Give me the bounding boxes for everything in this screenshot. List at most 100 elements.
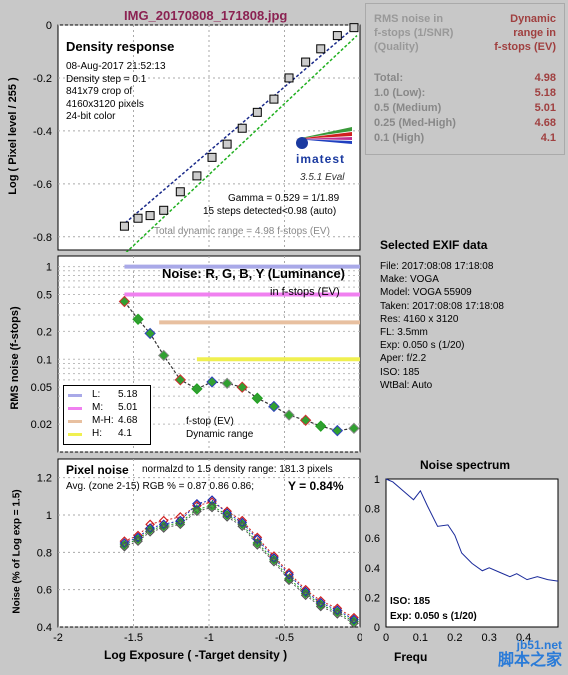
y-tick-label: 0.2 (365, 592, 380, 604)
pixel-point (158, 519, 169, 530)
legend-value: 5.01 (118, 402, 138, 413)
pixel-point (315, 601, 326, 612)
legend-item: H: 4.1 (68, 428, 148, 441)
noise-point (251, 392, 264, 404)
density-point (269, 94, 279, 104)
x-tick-label: 0 (383, 632, 389, 644)
imatest-logo-graphic (296, 127, 352, 149)
noise-point (236, 381, 248, 393)
y-tick-label: 1 (46, 510, 52, 522)
legend-key: L: (92, 389, 101, 400)
pixel-norm: normalzd to 1.5 density range: 181.3 pix… (142, 464, 333, 475)
density-point (349, 23, 359, 33)
y-tick-label: 0.4 (365, 563, 380, 575)
stats-value: 5.18 (534, 87, 556, 99)
pixel-point (315, 597, 326, 608)
exif-line: WtBal: Auto (380, 379, 433, 391)
y-tick-label: 0.5 (37, 289, 52, 301)
density-point (145, 211, 155, 221)
exif-line: File: 2017:08:08 17:18:08 (380, 261, 494, 272)
noise-point (221, 377, 233, 390)
stats-value: 5.01 (534, 102, 556, 114)
legend-swatch (68, 394, 82, 397)
info-line: 4160x3120 pixels (66, 98, 144, 110)
pixel-point (222, 512, 232, 522)
spectrum-exp: Exp: 0.050 s (1/20) (390, 611, 477, 622)
pixel-point (133, 536, 143, 546)
noise-heading: Noise: R, G, B, Y (Luminance) (162, 266, 345, 281)
y-tick-label: -0.2 (33, 73, 52, 85)
y-tick-label: 0.6 (365, 533, 380, 545)
exif-line: Model: VOGA 55909 (380, 287, 472, 299)
y-tick-label: -0.8 (33, 232, 52, 244)
total-dr-label: Total dynamic range = 4.98 f-stops (EV) (154, 226, 330, 237)
y-tick-label: 0.8 (37, 547, 52, 559)
spectrum-line (385, 478, 559, 582)
info-line: Density step = 0.1 (66, 73, 147, 85)
noise-point (348, 422, 360, 435)
noise-ylabel: RMS noise (f-stops) (9, 306, 21, 410)
stats-row: 0.5 (Medium) 5.01 (374, 102, 556, 116)
stats-header-line: (Quality) (374, 41, 419, 53)
stats-panel: RMS noise in f-stops (1/SNR) (Quality) D… (365, 3, 565, 155)
legend-value: 4.1 (118, 428, 132, 439)
legend-value: 4.68 (118, 415, 138, 426)
noise-series-line (123, 301, 355, 432)
pixel-series-line (124, 501, 355, 619)
noise-point (191, 383, 203, 395)
density-ylabel: Log ( Pixel level / 255 ) (7, 77, 19, 195)
pixel-series-line (124, 506, 355, 624)
density-point (159, 205, 169, 215)
steps-label: 15 steps detected<0.98 (auto) (203, 206, 337, 217)
x-tick-label: 0.1 (413, 632, 428, 644)
fit-line-blue (120, 24, 358, 227)
y-tick-label: -0.4 (33, 126, 52, 138)
y-tick-label: 1 (46, 262, 52, 274)
pixel-point (158, 523, 169, 533)
noise-point (331, 424, 344, 437)
spectrum-iso: ISO: 185 (390, 596, 431, 607)
stats-label: Total: (374, 72, 404, 84)
noise-point (299, 414, 312, 426)
noise-point (144, 327, 156, 340)
y-tick-label: 1.2 (37, 473, 52, 485)
y-tick-label: 0.6 (37, 585, 52, 597)
density-point (175, 187, 185, 197)
pixel-point (300, 586, 311, 597)
pixel-point (284, 569, 294, 580)
pixel-point (207, 500, 217, 511)
pixel-series-line (124, 505, 355, 622)
exif-line: ISO: 185 (380, 366, 420, 378)
spectrum-xlabel: Frequ (394, 650, 428, 664)
exif-line: Aper: f/2.2 (380, 353, 427, 365)
noise-point (283, 409, 295, 421)
density-point (237, 123, 247, 133)
noise-point (206, 376, 218, 388)
pixel-point (252, 534, 263, 545)
watermark-text: 脚本之家 (497, 652, 562, 669)
legend-swatch (68, 407, 82, 410)
density-point (284, 73, 294, 83)
noise-legend: L: 5.18 M: 5.01 M-H: 4.68 H: 4.1 (63, 385, 151, 445)
noise-point (132, 313, 144, 325)
exif-line: Make: VOGA (380, 274, 439, 286)
y-tick-label: 0.8 (365, 504, 380, 516)
version-label: 3.5.1 Eval (300, 172, 345, 183)
pixel-point (237, 521, 248, 532)
exif-line: Res: 4160 x 3120 (380, 313, 459, 325)
y-tick-label: 0 (46, 20, 52, 32)
density-point (207, 152, 217, 162)
stats-row: Total: 4.98 (374, 72, 556, 86)
pixel-avg: Avg. (zone 2-15) RGB % = 0.87 0.86 0.86; (66, 481, 254, 492)
x-tick-label: 0 (357, 632, 362, 644)
stats-header-line: RMS noise in (374, 13, 444, 25)
spectrum-title: Noise spectrum (420, 458, 511, 472)
y-tick-label: 0.1 (37, 354, 52, 366)
legend-key: H: (92, 428, 102, 439)
noise-point (118, 295, 131, 308)
y-tick-label: 0.2 (37, 326, 52, 338)
legend-swatch (68, 420, 82, 423)
pixel-point (192, 506, 202, 517)
x-tick-label: 0.2 (447, 632, 462, 644)
noise-point (157, 349, 170, 362)
